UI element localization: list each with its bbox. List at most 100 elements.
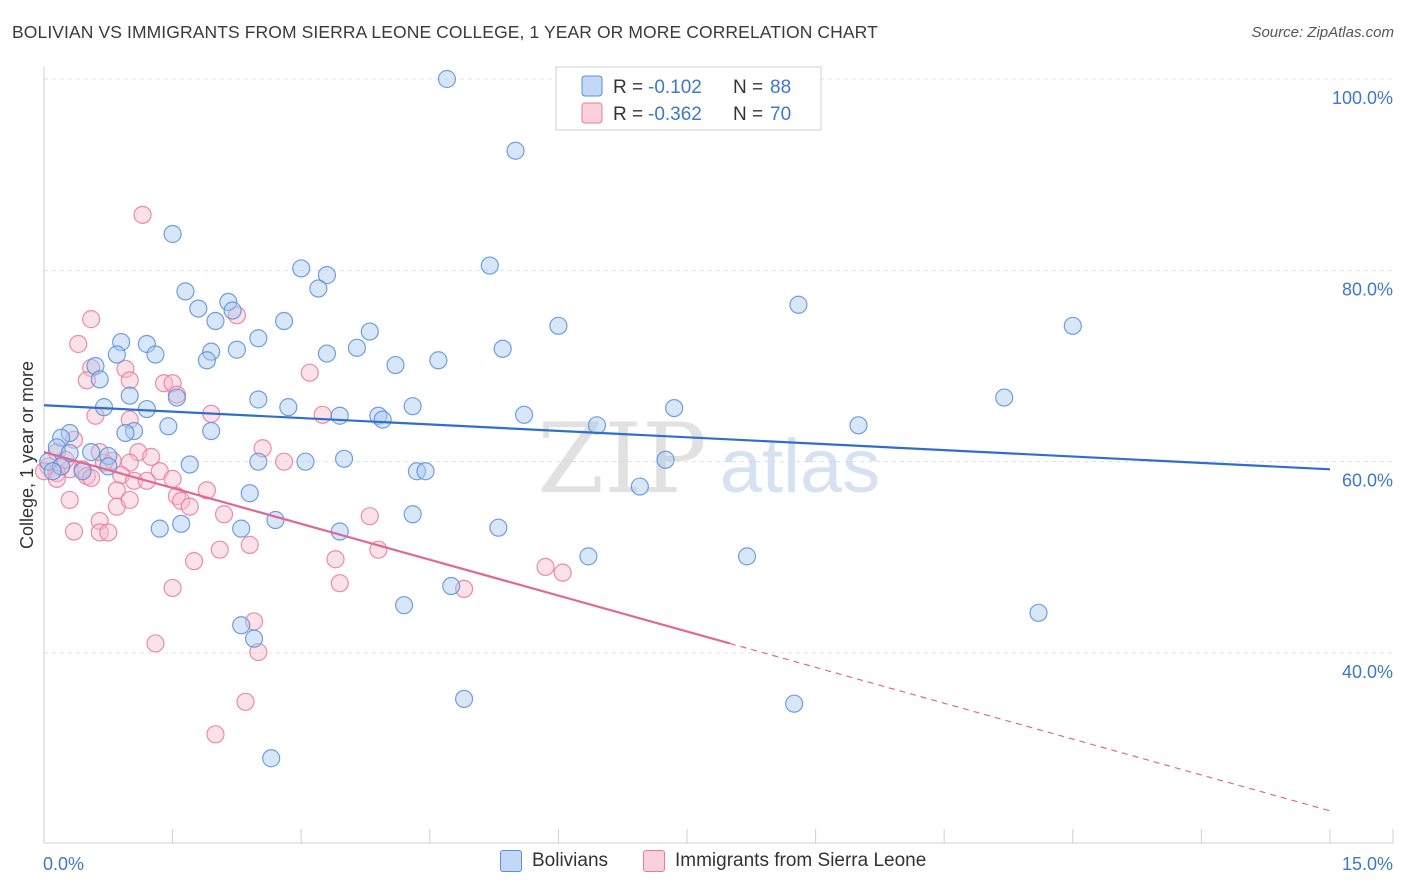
legend-r-value-1: -0.102 [648,77,702,98]
bolivians-point-71 [172,514,191,533]
sierra-leone-point-0 [133,205,152,224]
bolivians-point-2 [163,224,182,244]
bolivians-point-38 [403,397,422,416]
bolivians-point-12 [274,311,294,331]
legend-item-bolivians[interactable]: Bolivians [500,850,608,872]
bolivians-point-33 [249,390,268,409]
bolivians-point-45 [587,416,607,435]
bolivians-point-69 [630,477,649,496]
x-tick-min: 0.0% [43,854,84,874]
y-tick-labels: 100.0% 80.0% 60.0% 40.0% [1332,88,1393,682]
bolivians-point-4 [317,266,337,285]
bolivians-point-34 [120,386,139,405]
bolivians-point-31 [90,370,109,389]
sierra-leone-point-37 [197,481,216,500]
bolivians-point-17 [249,329,268,348]
bolivians-point-44 [515,405,534,424]
legend-n-label-1: N = [733,77,763,98]
bolivians-point-81 [232,616,251,635]
bolivians-point-66 [416,462,435,481]
bolivians-point-84 [454,689,474,709]
legend-n-label-2: N = [733,104,763,125]
bolivians-point-51 [159,417,178,436]
legend-r-label-2: R = [613,104,643,125]
legend-item-sierra-leone[interactable]: Immigrants from Sierra Leone [643,850,926,872]
legend-swatch-pink [581,102,603,124]
y-tick-label-1: 80.0% [1342,279,1393,299]
bolivians-point-47 [60,423,79,443]
sierra-leone-trend-extension [729,642,1331,812]
sierra-leone-point-61 [206,725,225,744]
chart-source: Source: ZipAtlas.com [1251,24,1394,41]
bolivians-point-14 [549,316,568,335]
series-sierra-leone-points [34,205,572,744]
legend-swatch-blue [581,75,603,97]
sierra-leone-point-68 [120,490,139,510]
bolivians-point-63 [296,452,315,471]
bolivians-point-28 [86,356,105,376]
bolivians-point-37 [279,398,298,417]
bolivians-point-5 [480,256,499,275]
sierra-leone-point-49 [210,540,229,559]
bolivians-point-7 [176,282,195,301]
legend-r-label-1: R = [613,77,643,98]
bolivians-point-79 [394,596,414,615]
bolivians-point-62 [249,452,268,471]
sierra-leone-point-50 [326,550,345,569]
bolivians-point-29 [386,355,405,375]
bolivians-point-85 [785,694,804,713]
bolivians-point-9 [189,299,208,318]
sierra-leone-point-42 [360,507,379,526]
legend-n-value-2: 70 [770,104,791,125]
bolivians-point-70 [150,519,169,538]
legend-sierra-leone-label: Immigrants from Sierra Leone [675,850,927,871]
bolivians-point-6 [309,279,328,298]
sierra-leone-point-66 [274,452,294,471]
bolivians-point-39 [665,398,684,418]
sierra-leone-point-34 [163,469,182,488]
bolivians-point-68 [240,484,259,503]
bolivians-point-61 [180,455,199,474]
bolivians-point-72 [232,519,251,538]
sierra-leone-point-11 [120,371,139,390]
bolivians-point-26 [493,339,512,358]
bolivians-point-87 [43,462,62,481]
y-tick-label-3: 40.0% [1342,662,1393,682]
bolivians-point-83 [1029,603,1048,622]
legend-n-value-1: 88 [770,77,791,98]
sierra-leone-point-6 [116,359,135,378]
series-bolivians-points [39,69,1082,768]
sierra-leone-point-9 [163,374,182,393]
sierra-leone-point-69 [180,497,199,516]
bolivians-point-54 [82,443,101,462]
bolivians-point-23 [227,340,246,359]
sierra-leone-point-26 [120,453,139,472]
bolivians-point-48 [52,428,71,447]
y-axis-label: College, 1 year or more [17,361,37,549]
sierra-leone-point-47 [240,535,259,554]
bolivians-point-41 [330,406,349,425]
bolivians-point-8 [219,292,238,312]
bolivians-point-74 [330,522,349,541]
bolivians-point-82 [244,629,264,648]
bolivians-point-1 [506,141,525,160]
bolivians-point-3 [292,259,311,278]
watermark-atlas: atlas [720,424,881,509]
bolivians-point-27 [197,351,216,370]
bolivians-point-64 [334,449,354,468]
sierra-leone-point-46 [99,523,118,542]
bolivians-point-24 [317,344,337,363]
axes [43,67,1394,844]
bolivians-point-80 [442,576,461,596]
bolivians-point-46 [849,416,868,435]
sierra-leone-point-55 [330,574,349,593]
sierra-leone-point-60 [236,692,255,711]
sierra-leone-point-58 [146,634,165,653]
sierra-leone-point-7 [300,363,319,382]
bolivians-point-77 [579,547,598,566]
sierra-leone-point-53 [553,563,572,582]
bolivians-point-40 [995,388,1014,407]
y-tick-label-0: 100.0% [1332,88,1393,108]
legend-sierra-leone-swatch [643,850,665,872]
